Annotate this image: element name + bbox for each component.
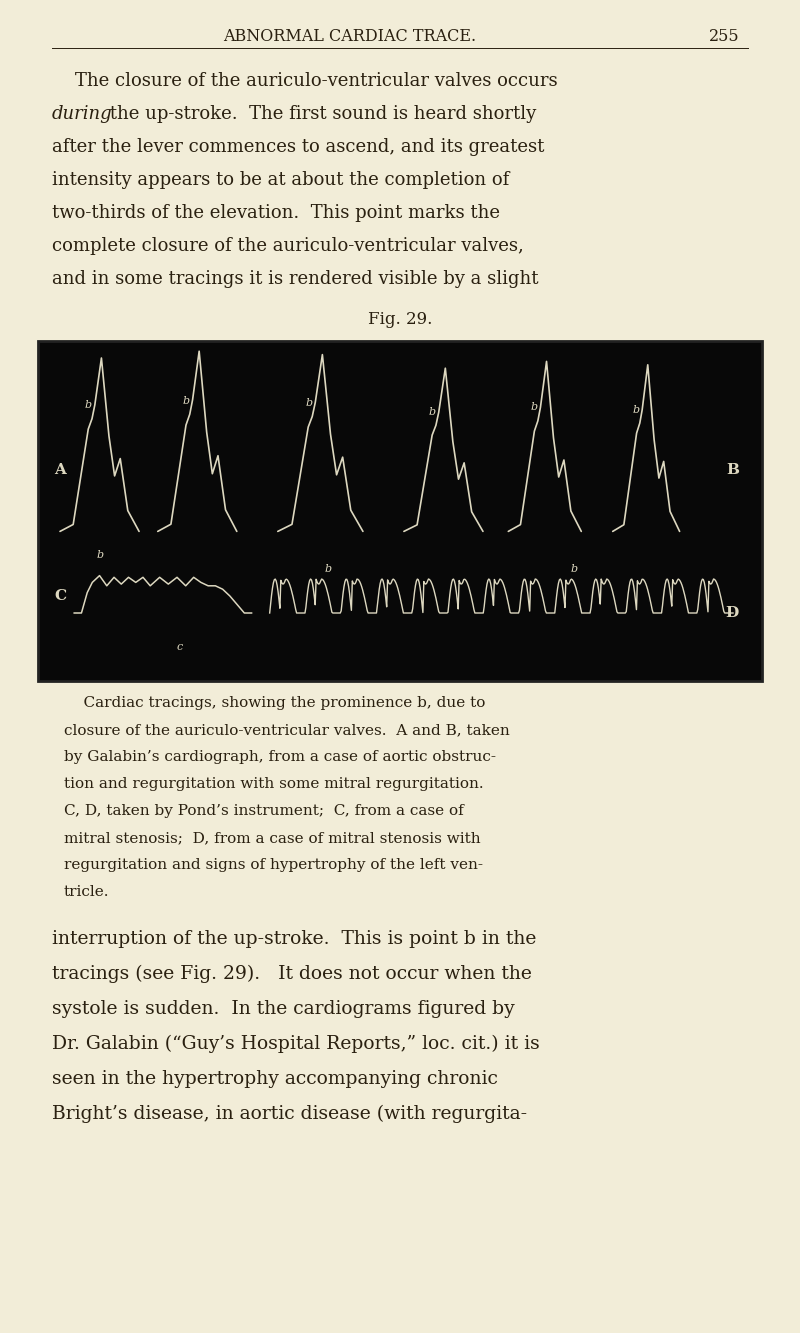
- Text: b: b: [429, 407, 436, 417]
- Text: A: A: [54, 463, 66, 477]
- Text: b: b: [570, 564, 578, 573]
- Text: after the lever commences to ascend, and its greatest: after the lever commences to ascend, and…: [52, 139, 544, 156]
- Bar: [38, 341, 762, 681]
- Text: b: b: [324, 564, 331, 573]
- Text: ABNORMAL CARDIAC TRACE.: ABNORMAL CARDIAC TRACE.: [223, 28, 477, 45]
- Text: b: b: [305, 397, 312, 408]
- Text: B: B: [726, 463, 739, 477]
- Text: closure of the auriculo-ventricular valves.  A and B, taken: closure of the auriculo-ventricular valv…: [64, 722, 510, 737]
- Text: tracings (see Fig. 29).   It does not occur when the: tracings (see Fig. 29). It does not occu…: [52, 965, 532, 984]
- Text: Fig. 29.: Fig. 29.: [368, 311, 432, 328]
- Text: by Galabin’s cardiograph, from a case of aortic obstruc-: by Galabin’s cardiograph, from a case of…: [64, 750, 496, 764]
- Text: tricle.: tricle.: [64, 885, 110, 898]
- Text: Bright’s disease, in aortic disease (with regurgita-: Bright’s disease, in aortic disease (wit…: [52, 1105, 527, 1124]
- Text: interruption of the up-stroke.  This is point b in the: interruption of the up-stroke. This is p…: [52, 930, 536, 948]
- Text: mitral stenosis;  D, from a case of mitral stenosis with: mitral stenosis; D, from a case of mitra…: [64, 830, 481, 845]
- Text: c: c: [176, 643, 182, 652]
- Text: regurgitation and signs of hypertrophy of the left ven-: regurgitation and signs of hypertrophy o…: [64, 858, 483, 872]
- Text: two-thirds of the elevation.  This point marks the: two-thirds of the elevation. This point …: [52, 204, 500, 223]
- Text: systole is sudden.  In the cardiograms figured by: systole is sudden. In the cardiograms fi…: [52, 1000, 514, 1018]
- Text: b: b: [530, 403, 538, 412]
- Text: intensity appears to be at about the completion of: intensity appears to be at about the com…: [52, 171, 510, 189]
- Text: during: during: [52, 105, 113, 123]
- Text: seen in the hypertrophy accompanying chronic: seen in the hypertrophy accompanying chr…: [52, 1070, 498, 1088]
- Text: tion and regurgitation with some mitral regurgitation.: tion and regurgitation with some mitral …: [64, 777, 484, 790]
- Text: b: b: [85, 400, 92, 411]
- Text: b: b: [182, 396, 190, 405]
- Text: 255: 255: [710, 28, 740, 45]
- Text: D: D: [726, 607, 739, 620]
- Text: b: b: [97, 551, 104, 560]
- Text: C, D, taken by Pond’s instrument;  C, from a case of: C, D, taken by Pond’s instrument; C, fro…: [64, 804, 464, 818]
- Text: The closure of the auriculo-ventricular valves occurs: The closure of the auriculo-ventricular …: [52, 72, 558, 91]
- Text: b: b: [633, 404, 640, 415]
- Text: Cardiac tracings, showing the prominence b, due to: Cardiac tracings, showing the prominence…: [64, 696, 486, 710]
- Text: the up-stroke.  The first sound is heard shortly: the up-stroke. The first sound is heard …: [104, 105, 536, 123]
- Text: and in some tracings it is rendered visible by a slight: and in some tracings it is rendered visi…: [52, 271, 538, 288]
- Text: C: C: [54, 589, 66, 603]
- Text: Dr. Galabin (“Guy’s Hospital Reports,” loc. cit.) it is: Dr. Galabin (“Guy’s Hospital Reports,” l…: [52, 1034, 540, 1053]
- Text: complete closure of the auriculo-ventricular valves,: complete closure of the auriculo-ventric…: [52, 237, 524, 255]
